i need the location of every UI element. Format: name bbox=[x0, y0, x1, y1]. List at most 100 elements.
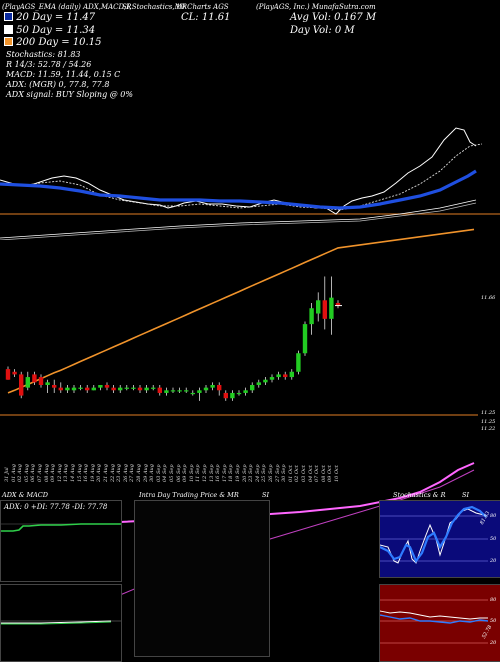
candle bbox=[32, 371, 37, 385]
date-tick-label: 09 Aug bbox=[50, 464, 57, 482]
stoch-blue-line bbox=[380, 505, 487, 564]
candle-body bbox=[118, 387, 123, 391]
date-tick-label: 31 Jul bbox=[4, 467, 10, 482]
date-tick-label: 01 Oct bbox=[287, 465, 294, 482]
date-tick-label: 24 Sep bbox=[254, 464, 261, 482]
candle-body bbox=[104, 385, 110, 388]
candle-body bbox=[335, 302, 341, 306]
candle-body bbox=[230, 392, 235, 399]
candle bbox=[91, 385, 96, 391]
adx-label: ADX: (MGR) 0, 77.8, 77.8 bbox=[6, 80, 110, 89]
candle bbox=[322, 276, 327, 330]
candle bbox=[276, 371, 281, 380]
candle bbox=[58, 382, 63, 393]
candle bbox=[131, 385, 136, 391]
candle-body bbox=[19, 374, 24, 396]
r-panel: 80 50 20 52.78 bbox=[379, 584, 500, 662]
candle bbox=[157, 385, 162, 396]
date-tick-label: 19 Sep bbox=[235, 464, 241, 482]
candle-body bbox=[276, 374, 281, 378]
candle-body bbox=[223, 392, 228, 399]
candle-body bbox=[38, 377, 44, 385]
stoch-white-line bbox=[380, 508, 485, 564]
r-blue-line bbox=[380, 614, 489, 624]
macd-lines bbox=[1, 620, 121, 625]
date-tick-label: 20 Aug bbox=[96, 464, 103, 482]
candle bbox=[137, 385, 143, 393]
candle-body bbox=[309, 308, 314, 325]
ticker-line: 10 Charts AGS bbox=[176, 3, 229, 11]
candle bbox=[111, 385, 116, 393]
macd-label: MACD: 11.59, 11.44, 0.15 C bbox=[6, 70, 121, 79]
date-tick-label: 10 Oct bbox=[334, 465, 340, 482]
date-tick-label: 02 Aug bbox=[17, 464, 24, 482]
avg-vol-label: Avg Vol: 0.167 M bbox=[290, 12, 377, 23]
date-tick-label: 06 Aug bbox=[30, 464, 37, 482]
candle-body bbox=[85, 387, 90, 391]
adx-lines bbox=[1, 523, 121, 532]
candle bbox=[71, 385, 77, 393]
ema50-swatch-icon bbox=[4, 25, 13, 34]
date-tick-label: 19 Aug bbox=[89, 464, 96, 482]
candle bbox=[85, 385, 90, 393]
candle bbox=[269, 374, 275, 383]
date-tick-label: 23 Aug bbox=[116, 464, 123, 482]
candle bbox=[283, 371, 288, 380]
candle-body bbox=[316, 300, 321, 314]
candle-body bbox=[71, 387, 77, 391]
candle-body bbox=[25, 377, 30, 388]
adx-signal-label: ADX signal: BUY Sloping @ 0% bbox=[6, 90, 133, 99]
candle bbox=[197, 387, 202, 401]
date-tick-label: 09 Sep bbox=[182, 464, 189, 482]
date-tick-label: 09 Oct bbox=[327, 465, 334, 482]
date-tick-label: 14 Aug bbox=[70, 464, 76, 482]
candle bbox=[19, 371, 24, 399]
date-tick-label: 27 Sep bbox=[274, 464, 281, 482]
date-tick-label: 16 Sep bbox=[215, 464, 222, 482]
adx-green-line bbox=[1, 523, 121, 532]
candle bbox=[210, 382, 215, 391]
candle bbox=[177, 387, 182, 393]
ema20-swatch-icon bbox=[4, 12, 13, 21]
adx-values-text: ADX: 0 +DI: 77.78 -DI: 77.78 bbox=[4, 503, 107, 512]
ema50-label: 50 Day = 11.34 bbox=[4, 25, 95, 37]
candle-body bbox=[217, 385, 222, 391]
candle-body bbox=[91, 387, 96, 391]
candle bbox=[164, 387, 169, 396]
stochastics-label: Stochastics: 81.83 bbox=[6, 50, 81, 59]
macd-white-line bbox=[1, 620, 112, 624]
candle-body bbox=[131, 387, 136, 389]
adx-values: ADX: 0 +DI: 77.78 -DI: 77.78 bbox=[4, 503, 108, 511]
candle bbox=[250, 382, 255, 393]
candle-body bbox=[124, 387, 129, 389]
intraday-panel bbox=[134, 500, 270, 657]
ema200-line bbox=[7, 228, 475, 394]
candle-body bbox=[111, 387, 116, 391]
date-tick-label: 04 Oct bbox=[307, 465, 314, 482]
candle-body bbox=[137, 387, 143, 391]
price-label-last: 11.66 bbox=[481, 295, 496, 301]
candle-body bbox=[329, 297, 334, 319]
candle bbox=[263, 377, 268, 385]
date-tick-label: 13 Aug bbox=[63, 464, 70, 482]
candle-body bbox=[256, 382, 261, 385]
candle-body bbox=[289, 371, 294, 378]
macd-panel bbox=[0, 584, 122, 662]
date-tick-label: 28 Aug bbox=[136, 464, 142, 482]
candle bbox=[78, 385, 83, 391]
r-label: R 14/3: 52.78 / 54.26 bbox=[6, 60, 92, 69]
date-tick-label: 07 Aug bbox=[37, 464, 43, 482]
date-tick-label: 06 Sep bbox=[175, 464, 182, 482]
date-tick-label: 03 Oct bbox=[301, 465, 307, 482]
date-tick-label: 13 Sep bbox=[208, 464, 215, 482]
candle bbox=[170, 387, 176, 393]
candle-body bbox=[322, 300, 327, 319]
day-vol-label: Day Vol: 0 M bbox=[290, 25, 355, 36]
candle bbox=[217, 382, 222, 396]
ma-strip-lower-band-2 bbox=[0, 202, 477, 240]
price-label-low2: 11.25 bbox=[481, 419, 496, 425]
candle bbox=[98, 385, 103, 391]
stoch-panel-title: Stochastics & R bbox=[393, 491, 446, 499]
candle bbox=[289, 369, 294, 380]
r-tick-20: 20 bbox=[490, 640, 497, 646]
